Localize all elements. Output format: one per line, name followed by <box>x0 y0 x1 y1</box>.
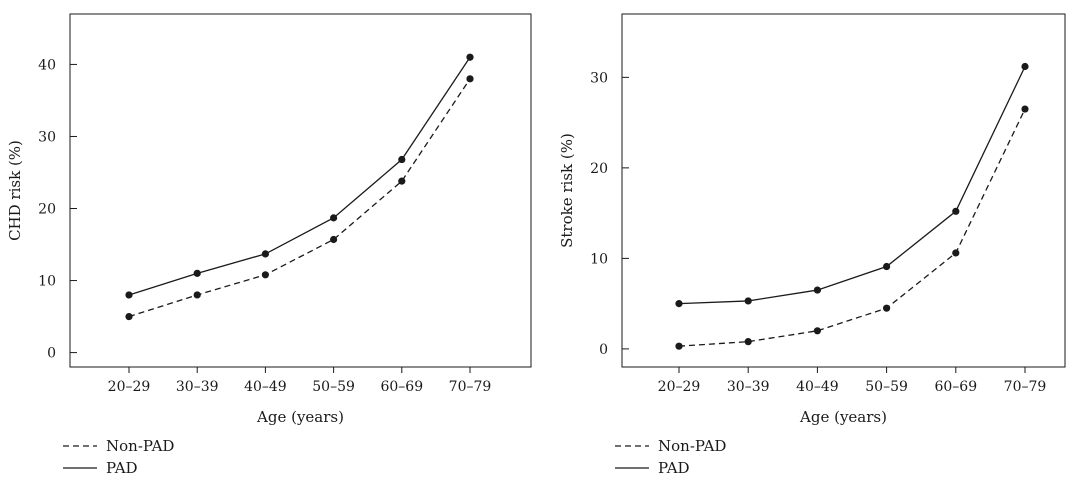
x-tick-label: 20–29 <box>658 379 701 395</box>
x-tick-label: 70–79 <box>1004 379 1047 395</box>
x-tick-label: 40–49 <box>796 379 839 395</box>
y-tick-label: 0 <box>47 346 56 362</box>
y-tick-label: 30 <box>38 129 56 145</box>
y-axis-label: CHD risk (%) <box>6 140 24 241</box>
y-tick-label: 10 <box>38 274 56 290</box>
y-tick-label: 20 <box>590 161 608 177</box>
data-point-non-pad <box>466 75 474 83</box>
data-point-pad <box>261 250 269 258</box>
legend-label: PAD <box>658 459 690 477</box>
y-tick-label: 20 <box>38 202 56 218</box>
data-point-non-pad <box>744 338 752 346</box>
data-point-non-pad <box>398 177 406 185</box>
data-point-non-pad <box>883 304 891 312</box>
y-tick-label: 0 <box>599 342 608 358</box>
data-point-non-pad <box>813 327 822 335</box>
x-tick-label: 40–49 <box>244 379 287 395</box>
x-tick-label: 30–39 <box>176 379 219 395</box>
data-point-pad <box>813 286 822 294</box>
stroke-risk-chart: 0 10 20 30 20–29 30–39 40–49 50–59 60–69 70–79 Age… <box>558 13 1066 477</box>
x-axis-label: Age (years) <box>799 408 887 426</box>
plot-frame <box>69 13 532 368</box>
data-point-pad <box>952 207 960 215</box>
data-point-pad <box>744 297 752 305</box>
x-tick-label: 70–79 <box>449 379 492 395</box>
data-point-non-pad <box>125 312 133 321</box>
series-line-pad <box>678 66 1026 305</box>
data-point-non-pad <box>193 291 201 299</box>
data-point-non-pad <box>330 235 338 244</box>
data-point-non-pad <box>261 271 269 279</box>
y-tick-label: 40 <box>38 57 56 73</box>
data-point-pad <box>398 155 406 164</box>
legend-label: Non-PAD <box>658 437 726 455</box>
y-tick-label: 10 <box>590 251 608 267</box>
y-axis-label: Stroke risk (%) <box>558 133 576 248</box>
data-point-non-pad <box>1021 105 1029 113</box>
data-point-non-pad <box>952 249 960 257</box>
x-tick-label: 50–59 <box>312 379 355 395</box>
data-point-pad <box>330 214 338 222</box>
data-point-pad <box>125 291 133 299</box>
x-tick-label: 50–59 <box>865 379 908 395</box>
chd-risk-chart: 0 10 20 30 40 20–29 30–39 40–49 50–59 60–69 70–79 A… <box>6 13 532 477</box>
series-line-pad <box>128 56 471 296</box>
data-point-pad <box>883 262 891 271</box>
legend-label: PAD <box>106 459 138 477</box>
plot-frame <box>621 13 1066 368</box>
x-tick-label: 20–29 <box>108 379 151 395</box>
x-axis-label: Age (years) <box>256 408 344 426</box>
x-tick-label: 60–69 <box>380 379 423 395</box>
legend-label: Non-PAD <box>106 437 174 455</box>
data-point-pad <box>466 53 474 61</box>
data-point-non-pad <box>675 342 683 350</box>
series-line-non-pad <box>678 108 1026 347</box>
data-point-pad <box>675 300 683 308</box>
y-tick-label: 30 <box>590 70 608 86</box>
x-tick-label: 30–39 <box>727 379 770 395</box>
data-point-pad <box>1021 62 1029 71</box>
x-tick-label: 60–69 <box>934 379 977 395</box>
series-line-non-pad <box>128 78 471 318</box>
data-point-pad <box>193 269 201 277</box>
